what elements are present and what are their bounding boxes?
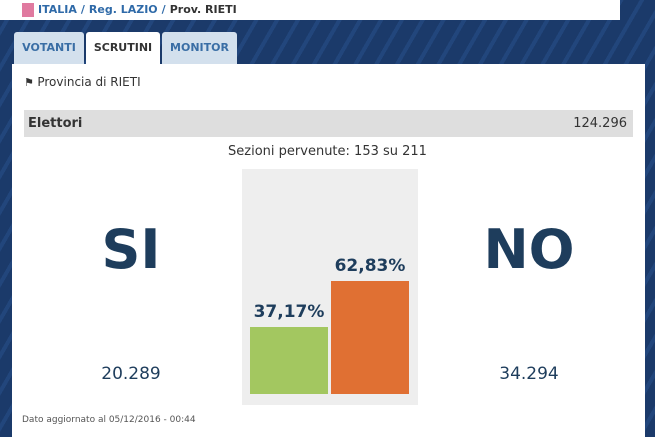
electors-label: Elettori	[28, 116, 83, 131]
electors-value: 124.296	[573, 116, 627, 131]
province-name: Provincia di RIETI	[37, 75, 141, 89]
logo	[22, 3, 34, 17]
tab[interactable]: VOTANTI	[14, 32, 84, 64]
value-label: 62,83%	[334, 255, 406, 276]
province: ⚑ Provincia di RIETI	[24, 75, 141, 89]
no-votes: 34.294	[499, 364, 559, 384]
sections: Sezioni pervenute: 153 su 211	[228, 144, 427, 159]
no-label: NO	[483, 218, 575, 281]
crumb-sep: /	[80, 3, 85, 16]
tab[interactable]: SCRUTINI	[86, 32, 160, 64]
breadcrumb: ITALIA / Reg. LAZIO / Prov. RIETI	[0, 0, 620, 20]
value-label: 37,17%	[253, 302, 325, 323]
crumb-current: Prov. RIETI	[169, 3, 237, 16]
crumb-link[interactable]: Reg. LAZIO	[88, 3, 158, 16]
tab[interactable]: MONITOR	[162, 32, 237, 64]
crumb-link[interactable]: ITALIA	[38, 3, 77, 16]
si-votes: 20.289	[101, 364, 161, 384]
crumb-sep: /	[161, 3, 166, 16]
bar	[250, 327, 328, 394]
bar	[331, 280, 409, 394]
footer: Dato aggiornato al 05/12/2016 - 00:44	[22, 415, 196, 425]
electors-bar: Elettori 124.296	[24, 110, 633, 137]
si-label: SI	[101, 218, 161, 281]
